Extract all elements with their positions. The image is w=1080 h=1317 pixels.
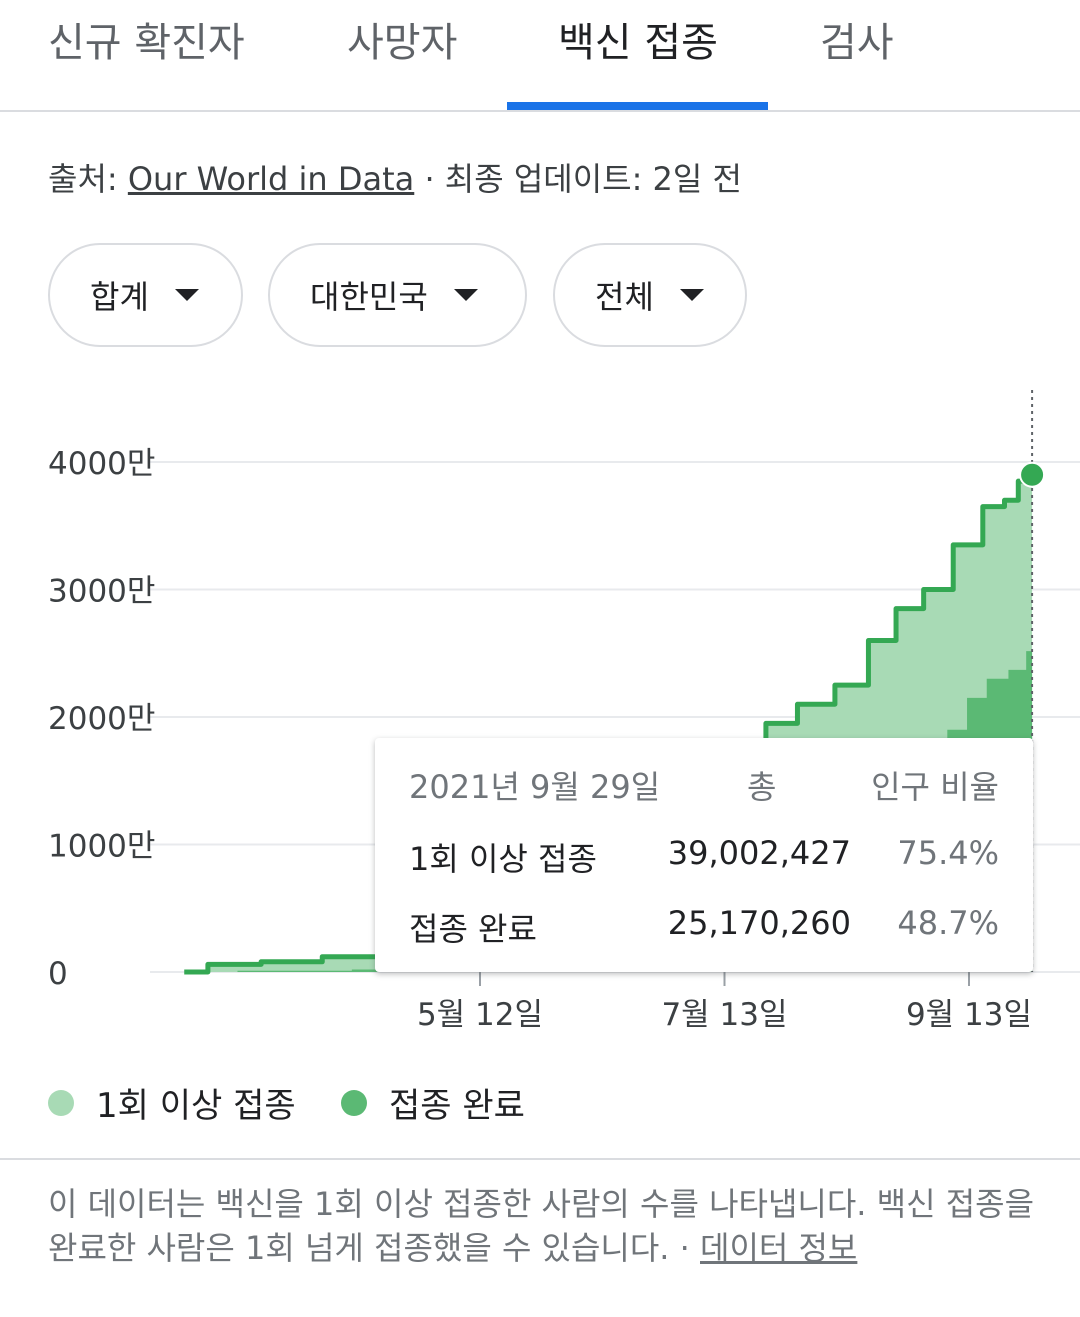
y-tick-label: 4000만 [48,446,155,482]
section-divider [0,1158,1080,1160]
data-note: 이 데이터는 백신을 1회 이상 접종한 사람의 수를 나타냅니다. 백신 접종… [48,1182,1038,1270]
source-prefix: 출처: [48,160,128,198]
filter-scope-label: 전체 [595,278,654,316]
tooltip-row-ratio: 48.7% [897,904,999,942]
filter-total-label: 합계 [90,278,149,316]
chart-tooltip: 2021년 9월 29일 총 인구 비율 1회 이상 접종 39,002,427… [375,738,1033,972]
tab-new-cases[interactable]: 신규 확진자 [48,20,245,66]
source-link[interactable]: Our World in Data [127,160,415,198]
x-tick-label: 5월 12일 [417,997,543,1033]
tab-vaccination[interactable]: 백신 접종 [558,20,718,66]
filter-scope-chip[interactable]: 전체 [553,243,747,347]
legend-completed[interactable]: 접종 완료 [341,1078,525,1127]
tab-deaths[interactable]: 사망자 [347,20,458,66]
legend-first-dose[interactable]: 1회 이상 접종 [48,1078,296,1127]
y-tick-label: 2000만 [48,701,155,737]
tab-bar: 신규 확진자 사망자 백신 접종 검사 [0,0,1080,112]
hover-point-marker [1019,461,1046,488]
caret-down-icon [453,289,478,301]
tooltip-col-ratio: 인구 비율 [871,768,999,806]
x-tick-label: 9월 13일 [906,997,1032,1033]
filter-country-label: 대한민국 [310,278,428,316]
y-tick-label: 0 [48,956,68,992]
source-line: 출처: Our World in Data · 최종 업데이트: 2일 전 [48,154,742,200]
caret-down-icon [679,289,704,301]
y-axis-labels: 0 1000만 2000만 3000만 4000만 [48,446,155,992]
tooltip-row-ratio: 75.4% [897,834,999,872]
last-updated: · 최종 업데이트: 2일 전 [414,160,742,198]
filter-total-chip[interactable]: 합계 [48,243,243,347]
y-tick-label: 1000만 [48,829,155,865]
tooltip-date: 2021년 9월 29일 [409,768,661,806]
data-info-link[interactable]: 데이터 정보 [700,1229,858,1267]
tooltip-row-total: 39,002,427 [667,834,851,872]
tooltip-row-label: 접종 완료 [409,910,537,948]
tooltip-row-total: 25,170,260 [667,904,851,942]
legend-dot-icon [48,1089,74,1116]
tab-tests[interactable]: 검사 [820,20,894,66]
filter-country-chip[interactable]: 대한민국 [268,243,527,347]
legend-dot-icon [341,1089,367,1116]
y-tick-label: 3000만 [48,574,155,610]
caret-down-icon [174,289,199,301]
x-axis-labels: 5월 12일 7월 13일 9월 13일 [417,997,1032,1033]
tooltip-col-total: 총 [747,768,777,806]
legend-completed-label: 접종 완료 [389,1086,525,1126]
legend-first-dose-label: 1회 이상 접종 [96,1086,296,1126]
tooltip-row-label: 1회 이상 접종 [409,840,597,878]
data-note-text: 이 데이터는 백신을 1회 이상 접종한 사람의 수를 나타냅니다. 백신 접종… [48,1185,1035,1267]
x-tick-label: 7월 13일 [661,997,787,1033]
tab-active-indicator [507,102,768,110]
